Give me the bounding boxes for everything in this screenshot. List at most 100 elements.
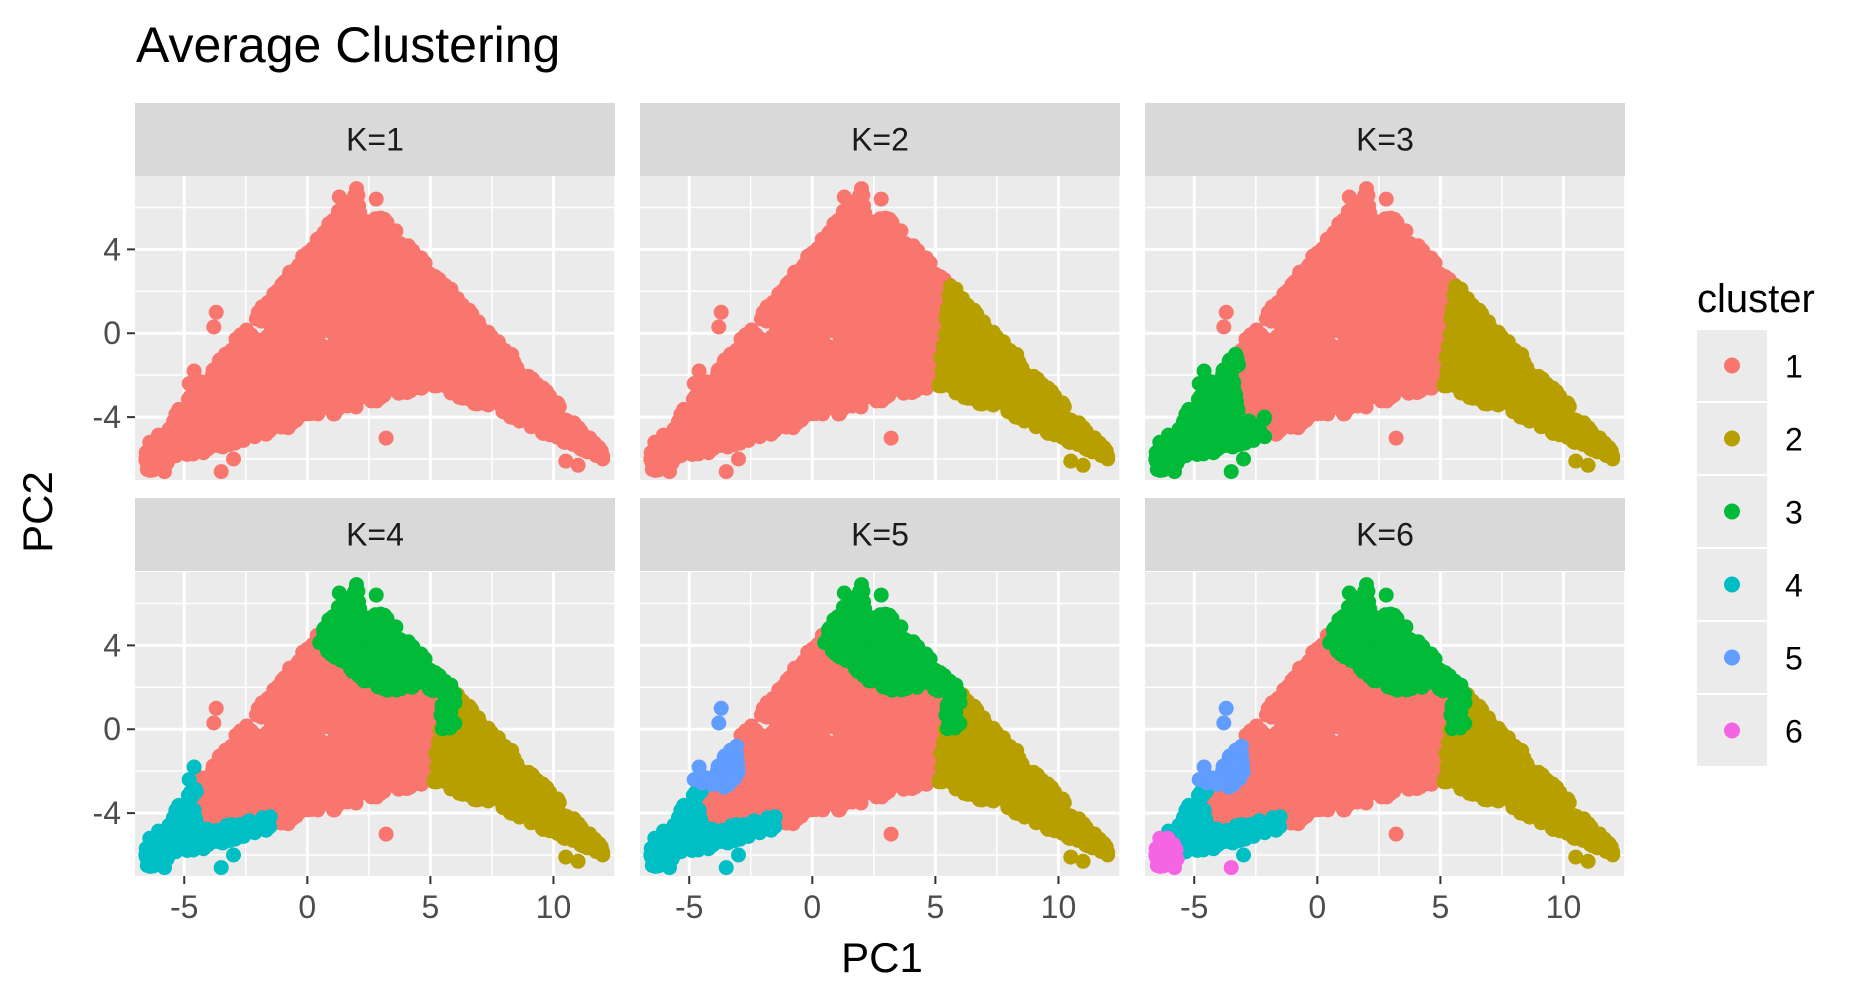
data-point xyxy=(904,361,920,377)
data-point xyxy=(826,384,842,400)
data-point xyxy=(361,289,377,305)
data-point xyxy=(195,442,211,458)
data-point xyxy=(909,330,925,346)
data-point xyxy=(281,326,297,342)
data-point xyxy=(250,377,266,393)
data-point xyxy=(784,371,800,387)
data-point xyxy=(854,181,869,197)
data-point xyxy=(852,298,868,314)
data-point xyxy=(755,377,771,393)
data-point xyxy=(797,368,813,384)
data-point xyxy=(906,312,922,328)
data-point xyxy=(350,249,365,265)
data-point xyxy=(367,350,383,366)
data-point xyxy=(1019,396,1035,412)
data-point xyxy=(226,451,241,467)
data-point xyxy=(310,399,326,415)
data-point xyxy=(781,387,797,403)
data-point xyxy=(884,283,900,299)
data-point xyxy=(872,350,888,366)
data-point xyxy=(318,319,334,335)
data-point xyxy=(213,464,229,480)
data-point xyxy=(370,327,385,343)
data-point xyxy=(763,392,779,408)
data-point xyxy=(836,189,852,205)
data-point xyxy=(368,191,384,207)
data-point xyxy=(266,286,282,302)
data-point xyxy=(204,377,220,393)
data-point xyxy=(1039,424,1055,440)
data-point xyxy=(317,287,332,303)
data-point xyxy=(287,348,303,364)
data-point xyxy=(292,368,308,384)
data-point xyxy=(227,402,243,418)
data-point xyxy=(232,364,248,380)
data-point xyxy=(263,347,279,363)
data-point xyxy=(514,396,530,412)
data-point xyxy=(534,424,550,440)
data-point xyxy=(899,346,915,361)
data-point xyxy=(1011,354,1027,370)
data-point xyxy=(534,405,550,421)
data-point xyxy=(157,464,172,480)
data-point xyxy=(399,361,415,377)
data-point xyxy=(252,304,267,320)
data-point xyxy=(512,369,528,385)
data-point xyxy=(768,347,784,363)
y-tick-label: 0 xyxy=(103,315,121,351)
data-point xyxy=(738,423,754,439)
data-point xyxy=(738,333,754,349)
data-point xyxy=(1061,434,1076,450)
data-point xyxy=(440,333,456,349)
data-point xyxy=(351,209,367,225)
data-point xyxy=(856,355,872,371)
data-point xyxy=(190,429,206,444)
y-tick-label: 4 xyxy=(103,231,121,267)
data-point xyxy=(331,189,347,205)
data-point xyxy=(903,384,919,400)
data-point xyxy=(771,286,787,302)
data-point xyxy=(842,220,858,236)
data-point xyxy=(993,351,1009,367)
data-point xyxy=(431,349,447,365)
data-point xyxy=(326,406,341,422)
data-point xyxy=(1063,453,1079,469)
data-point xyxy=(356,389,372,405)
data-point xyxy=(851,235,867,251)
data-point xyxy=(801,405,817,421)
data-point xyxy=(279,371,295,387)
facet-k-3: K=3 xyxy=(1145,103,1626,480)
data-point xyxy=(370,250,386,265)
data-point xyxy=(438,312,454,327)
data-point xyxy=(490,334,506,350)
data-point xyxy=(875,327,890,343)
data-point xyxy=(558,453,574,469)
facet-k-2: K=2 xyxy=(640,103,1121,480)
data-point xyxy=(979,355,995,371)
data-point xyxy=(478,335,494,351)
data-point xyxy=(139,462,155,477)
data-point xyxy=(873,191,889,207)
data-point xyxy=(337,220,353,236)
data-point xyxy=(662,464,677,480)
data-point xyxy=(709,377,725,393)
data-point xyxy=(825,352,840,367)
data-point xyxy=(378,430,394,446)
facet-strip xyxy=(135,103,615,176)
data-point xyxy=(506,354,522,370)
data-point xyxy=(711,319,727,335)
data-point xyxy=(795,284,811,300)
data-point xyxy=(1100,451,1116,467)
data-point xyxy=(823,319,839,335)
data-point xyxy=(644,462,660,477)
data-point xyxy=(347,298,363,314)
data-point xyxy=(464,375,480,391)
data-point xyxy=(382,371,398,387)
facet-strip-label: K=2 xyxy=(851,122,909,158)
data-point xyxy=(401,312,417,328)
data-point xyxy=(836,368,852,384)
data-point xyxy=(366,363,381,379)
data-point xyxy=(757,304,772,320)
data-point xyxy=(885,270,901,286)
